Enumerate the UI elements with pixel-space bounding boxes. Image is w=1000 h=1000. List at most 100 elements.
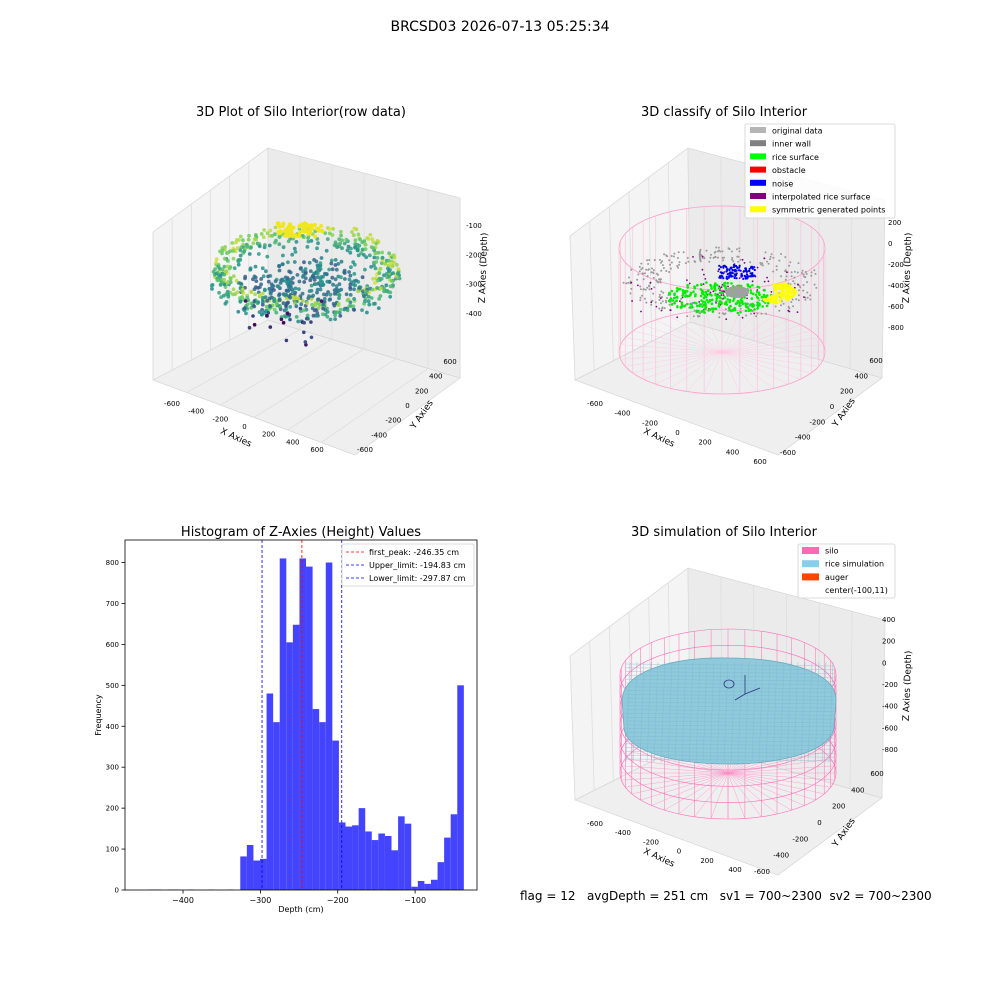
cls-original-point	[637, 273, 640, 276]
hist-bar	[404, 823, 412, 890]
raw-data-point	[257, 310, 262, 314]
raw-data-point	[218, 282, 223, 287]
raw-data-point	[333, 258, 338, 262]
raw-data-point	[337, 237, 342, 242]
cls-original-point	[663, 307, 666, 310]
raw-data-point	[220, 267, 225, 272]
raw-data-point	[236, 258, 241, 263]
cls-noise-point	[738, 266, 741, 269]
cls-original-point	[756, 312, 759, 315]
cls-rice-surface-point	[763, 295, 767, 298]
cls-silo-floor-spoke	[721, 324, 801, 353]
raw-data-point	[290, 252, 295, 257]
raw-data-point	[315, 263, 320, 268]
cls-interpolated-point	[686, 279, 688, 281]
raw-data-point	[350, 230, 354, 234]
cls-rice-surface-point	[686, 286, 690, 289]
sim-grid-vr	[849, 611, 853, 789]
raw-data-point	[248, 266, 253, 271]
cls-rice-surface-point	[717, 304, 721, 308]
cls-original-point	[718, 312, 721, 315]
raw-data-point-low	[284, 304, 288, 308]
raw-data-point	[356, 289, 360, 294]
raw-data-point	[311, 274, 315, 278]
raw-data-point	[252, 274, 257, 279]
cls-symmetric-point	[784, 290, 788, 293]
cls-interpolated-point	[786, 271, 788, 274]
raw-data-point	[217, 290, 222, 295]
raw-data-point	[289, 277, 293, 282]
cls-original-point	[809, 294, 812, 297]
cls-noise-point	[744, 269, 748, 273]
cls-original-point	[622, 281, 625, 284]
raw-data-point	[325, 237, 330, 242]
cls-original-point	[723, 256, 725, 259]
cls-original-point	[797, 299, 800, 302]
hist-bar	[279, 558, 287, 890]
raw-data-point	[327, 231, 332, 236]
cls-noise-point	[735, 277, 738, 280]
cls-noise-point	[738, 264, 741, 267]
cls-rice-surface-point	[724, 287, 728, 290]
sim-silo-floor-spoke	[621, 765, 729, 774]
cls-rice-surface-point	[693, 285, 696, 289]
raw-data-point	[376, 306, 381, 310]
cls-original-point	[717, 250, 720, 253]
hist-bar	[299, 558, 307, 890]
sim-rice-mesh-line	[625, 682, 835, 686]
cls-rice-surface-point	[710, 287, 713, 290]
raw-data-point	[376, 250, 381, 255]
raw-data-point	[387, 251, 391, 256]
cls-original-point	[641, 267, 644, 269]
cls-silo-floor-spoke	[721, 351, 789, 385]
cls-original-point	[780, 275, 783, 278]
cls-interpolated-point	[722, 298, 724, 300]
cls-z-tick: -800	[888, 324, 904, 332]
raw-x-tick: -400	[188, 408, 204, 416]
raw-data-point	[379, 276, 384, 281]
cls-rice-surface-point	[705, 281, 708, 284]
cls-y-tick: 400	[855, 372, 868, 380]
hist-y-tick-label: 100	[106, 846, 119, 854]
raw-data-point	[304, 316, 309, 321]
cls-original-point	[662, 267, 665, 269]
cls-original-point	[772, 256, 775, 259]
cls-rice-surface-point	[685, 294, 689, 298]
cls-rice-surface-point	[699, 294, 703, 298]
cls-original-point	[813, 269, 816, 272]
cls-noise-point	[753, 266, 756, 269]
hist-x-tick-label: −100	[404, 896, 426, 905]
sim-rice-mesh-line	[667, 661, 673, 763]
hist-x-axis-label: Depth (cm)	[278, 905, 323, 914]
cls-interpolated-point	[692, 256, 694, 258]
raw-data-point	[273, 279, 278, 284]
sim-rice-mesh-line	[639, 661, 645, 763]
raw-data-point	[352, 272, 357, 276]
raw-data-point	[287, 269, 292, 274]
cls-rice-surface-point	[708, 292, 711, 296]
cls-grid-vl	[628, 191, 633, 352]
cls-silo-floor-spoke	[632, 351, 723, 374]
cls-silo-floor-spoke	[625, 337, 723, 353]
raw-data-point	[272, 299, 276, 303]
cls-silo-floor-spoke	[721, 319, 789, 353]
cls-original-point	[670, 255, 673, 257]
raw-data-point	[388, 284, 393, 289]
raw-z-tick: -300	[466, 281, 482, 289]
raw-data-point	[384, 283, 389, 288]
cls-original-point	[658, 307, 661, 310]
sim-rice-mesh-line	[625, 698, 835, 701]
cls-interpolated-point	[803, 296, 805, 298]
cls-original-point	[793, 276, 796, 279]
raw-grid-fx	[220, 338, 333, 406]
raw-data-point	[378, 294, 383, 298]
cls-silo-floor-spoke	[721, 351, 774, 389]
raw-y-tick: 0	[405, 402, 409, 410]
raw-data-point-low	[303, 340, 308, 344]
raw-data-point	[307, 294, 311, 298]
raw-data-point	[337, 288, 342, 293]
cls-original-point	[784, 278, 787, 281]
sim-rice-mesh-line	[625, 661, 631, 763]
raw-data-point	[249, 245, 253, 250]
raw-data-point	[241, 242, 246, 247]
